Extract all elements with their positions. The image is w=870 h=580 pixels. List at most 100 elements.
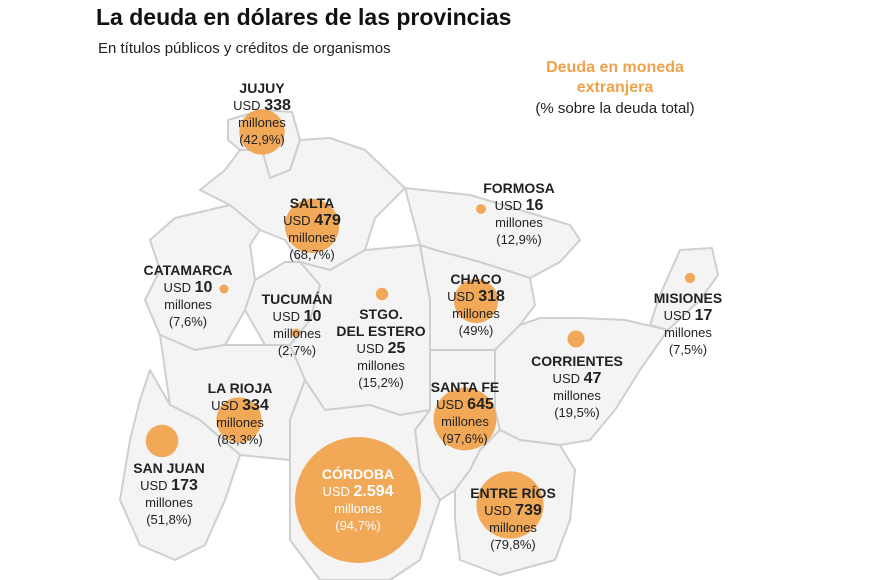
unit-label: millones (145, 495, 193, 510)
bubble-chaco (453, 278, 499, 324)
province-name: CÓRDOBA (321, 466, 395, 482)
province-santa-fe: SANTA FE USD 645 millones (97,6%) (431, 379, 499, 447)
percentage-value: (2,7%) (277, 343, 317, 358)
amount-line: USD 2.594 (322, 483, 394, 500)
province-santiago-del-estero: STGO. DEL ESTERO USD 25 millones (15,2%) (336, 306, 425, 391)
bubble-larioja (216, 397, 262, 443)
amount-line: USD 645 (431, 396, 499, 413)
bubble-tucuman (291, 328, 301, 338)
unit-label: millones (553, 388, 601, 403)
bubble-santafe (433, 387, 497, 451)
bubble-cordoba (295, 437, 421, 563)
percentage-value: (7,6%) (168, 314, 208, 329)
currency-label: USD (272, 309, 301, 324)
unit-label: millones (238, 115, 286, 130)
percentage-value: (12,9%) (496, 232, 542, 247)
amount-line: USD 739 (470, 502, 556, 519)
amount-line: USD 47 (531, 370, 623, 387)
amount-value: 645 (467, 396, 494, 413)
page-title: La deuda en dólares de las provincias (96, 4, 512, 30)
currency-label: USD (436, 397, 464, 412)
amount-value: 2.594 (353, 483, 394, 500)
province-name: FORMOSA (483, 180, 555, 196)
bubble-entrerios (476, 471, 544, 539)
amount-value: 25 (387, 340, 406, 357)
province-formosa: FORMOSA USD 16 millones (12,9%) (483, 180, 555, 248)
province-name: CHACO (450, 271, 502, 287)
percentage-value: (83,3%) (217, 432, 263, 447)
province-name: ENTRE RÍOS (470, 485, 556, 501)
province-name: MISIONES (653, 290, 723, 306)
unit-label: millones (495, 215, 543, 230)
percentage-value: (7,5%) (668, 342, 708, 357)
amount-line: USD 318 (447, 288, 505, 305)
amount-value: 10 (303, 308, 322, 325)
legend-note: (% sobre la deuda total) (535, 100, 695, 117)
legend-title-line1: Deuda en moneda (546, 59, 684, 76)
province-jujuy: JUJUY USD 338 millones (42,9%) (233, 80, 291, 148)
province-catamarca: CATAMARCA USD 10 millones (7,6%) (144, 262, 233, 330)
province-chaco: CHACO USD 318 millones (49%) (447, 271, 505, 339)
amount-value: 739 (515, 502, 542, 519)
province-name: SAN JUAN (133, 460, 205, 476)
province-salta: SALTA USD 479 millones (68,7%) (283, 195, 341, 263)
unit-label: millones (288, 230, 336, 245)
currency-label: USD (484, 503, 512, 518)
province-name: SALTA (289, 195, 335, 211)
amount-value: 318 (478, 288, 505, 305)
currency-label: USD (322, 484, 350, 499)
province-tucuman: TUCUMÁN USD 10 millones (2,7%) (262, 291, 333, 359)
amount-value: 10 (194, 279, 213, 296)
currency-label: USD (552, 371, 581, 386)
amount-line: USD 338 (233, 97, 291, 114)
bubble-corrientes (567, 330, 585, 348)
percentage-value: (19,5%) (554, 405, 600, 420)
percentage-value: (79,8%) (490, 537, 536, 552)
amount-line: USD 479 (283, 212, 341, 229)
unit-label: millones (441, 414, 489, 429)
unit-label: millones (334, 501, 382, 516)
bubble-sanjuan (145, 424, 179, 458)
amount-value: 173 (171, 477, 198, 494)
province-la-rioja: LA RIOJA USD 334 millones (83,3%) (208, 380, 273, 448)
amount-line: USD 10 (144, 279, 233, 296)
bubble-jujuy (239, 109, 285, 155)
unit-label: millones (164, 297, 212, 312)
currency-label: USD (356, 341, 385, 356)
amount-value: 479 (314, 212, 341, 229)
province-corrientes: CORRIENTES USD 47 millones (19,5%) (531, 353, 623, 421)
province-entre-rios: ENTRE RÍOS USD 739 millones (79,8%) (470, 485, 556, 553)
amount-line: USD 173 (133, 477, 205, 494)
percentage-value: (94,7%) (335, 518, 381, 533)
currency-label: USD (211, 398, 239, 413)
unit-label: millones (664, 325, 712, 340)
percentage-value: (15,2%) (358, 375, 404, 390)
currency-label: USD (494, 198, 523, 213)
legend: Deuda en moneda extranjera (% sobre la d… (510, 58, 720, 117)
unit-label: millones (452, 306, 500, 321)
percentage-value: (97,6%) (442, 431, 488, 446)
bubble-santiago (375, 287, 389, 301)
currency-label: USD (233, 98, 261, 113)
percentage-value: (51,8%) (146, 512, 192, 527)
unit-label: millones (273, 326, 321, 341)
amount-line: USD 25 (336, 340, 425, 357)
province-name: TUCUMÁN (261, 291, 333, 307)
percentage-value: (49%) (458, 323, 494, 338)
bubble-misiones (684, 272, 696, 284)
unit-label: millones (357, 358, 405, 373)
amount-value: 338 (264, 97, 291, 114)
province-name: JUJUY (239, 80, 285, 96)
bubble-formosa (476, 204, 486, 214)
province-san-juan: SAN JUAN USD 173 millones (51,8%) (133, 460, 205, 528)
province-name: CORRIENTES (531, 353, 623, 369)
region-misiones (649, 247, 719, 331)
bubble-catamarca (219, 284, 229, 294)
province-name-line2: DEL ESTERO (336, 323, 426, 339)
legend-title: Deuda en moneda extranjera (510, 58, 720, 98)
unit-label: millones (216, 415, 264, 430)
legend-title-line2: extranjera (576, 79, 654, 96)
bubble-salta (284, 198, 340, 254)
